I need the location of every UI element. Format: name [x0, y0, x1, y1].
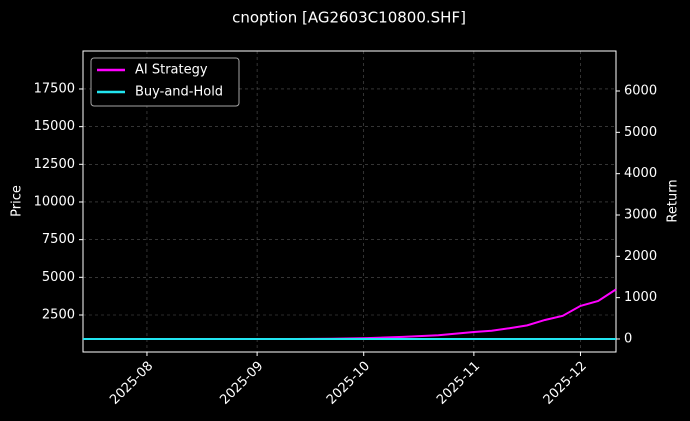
y2-axis-label: Return	[666, 179, 681, 222]
legend-box	[90, 57, 240, 107]
y-axis-label: Price	[10, 185, 25, 217]
y-tick-label: 10000	[34, 194, 75, 209]
y-tick-label: 7500	[42, 232, 75, 247]
legend-label: AI Strategy	[135, 63, 208, 78]
series-line	[83, 288, 617, 340]
y2-tick-label: 6000	[624, 84, 657, 99]
y-tick-label: 17500	[34, 81, 75, 96]
y-tick-label: 15000	[34, 119, 75, 134]
y-tick-label: 2500	[42, 307, 75, 322]
plot-frame	[82, 50, 617, 353]
x-tick-label: 2025-10	[324, 359, 373, 408]
legend: AI Strategy Buy-and-Hold	[90, 57, 240, 107]
y2-tick-label: 1000	[624, 290, 657, 305]
y2-tick-label: 4000	[624, 166, 657, 181]
y-tick-label: 12500	[34, 157, 75, 172]
chart-title: cnoption [AG2603C10800.SHF]	[232, 9, 466, 27]
y2-tick-label: 2000	[624, 249, 657, 264]
y2-tick-label: 0	[624, 331, 632, 346]
legend-label: Buy-and-Hold	[135, 85, 223, 100]
x-tick-label: 2025-11	[434, 359, 483, 408]
y-tick-label: 5000	[42, 270, 75, 285]
y2-tick-label: 3000	[624, 207, 657, 222]
y2-tick-label: 5000	[624, 125, 657, 140]
x-tick-label: 2025-09	[217, 359, 266, 408]
x-tick-label: 2025-12	[541, 359, 590, 408]
x-tick-label: 2025-08	[107, 359, 156, 408]
